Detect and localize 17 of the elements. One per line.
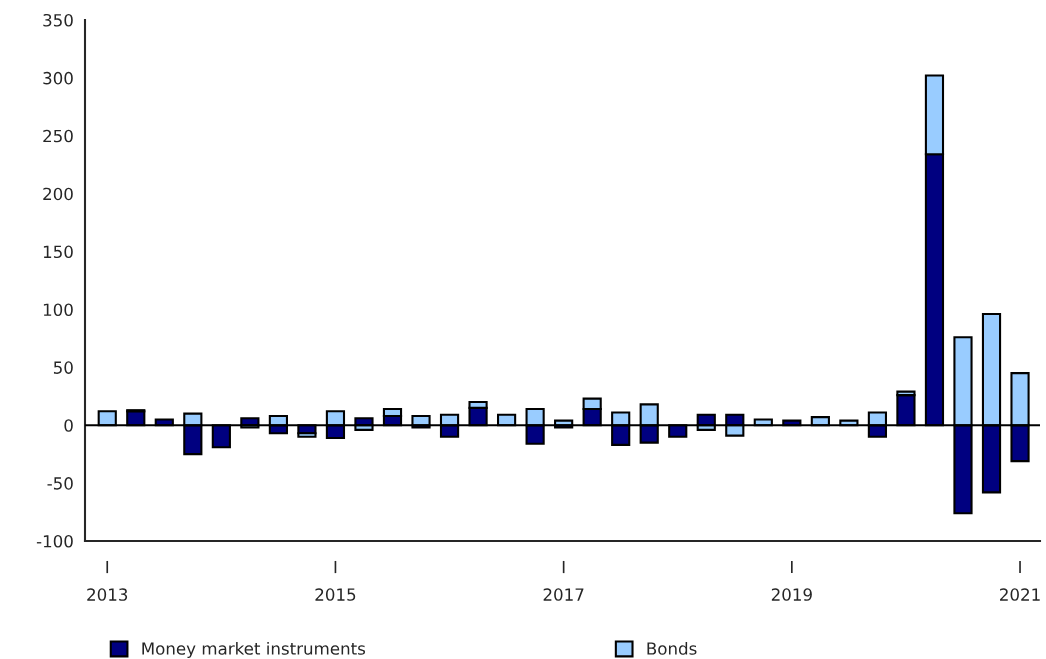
x-tick-label: I 2015 [315, 560, 356, 601]
y-tick-label: 50 [53, 361, 73, 374]
x-tick-label: I 2019 [771, 560, 812, 601]
y-tick-label: -100 [36, 534, 73, 548]
legend-label: Money market instruments [142, 641, 366, 659]
y-tick-label: 0 [64, 419, 73, 432]
y-tick-label: 100 [43, 303, 73, 317]
x-tick-label: I 2017 [543, 560, 584, 601]
x-tick-label: I 2013 [87, 560, 128, 601]
y-tick-label: 300 [43, 71, 73, 85]
y-tick-label: 150 [43, 245, 73, 259]
y-tick-label: -50 [47, 477, 73, 490]
x-tick-label: I 2021 [1000, 560, 1040, 601]
y-tick-label: 250 [43, 129, 73, 143]
y-tick-label: 200 [43, 187, 73, 201]
legend-label: Bonds [647, 641, 697, 655]
y-tick-label: 350 [43, 13, 73, 27]
